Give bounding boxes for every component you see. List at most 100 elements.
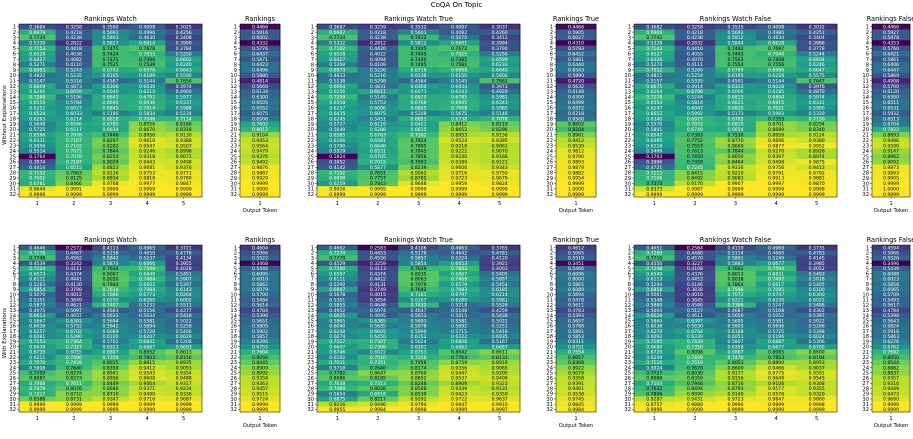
cell-value-label: 0.2822 — [66, 41, 82, 47]
cell-value-label: 1.0000 — [883, 187, 899, 193]
cell-value-label: 0.7593 — [410, 160, 426, 166]
y-tick-label: 32 — [9, 407, 16, 413]
cell-value-label: 0.7806 — [646, 391, 662, 397]
y-tick-label: 9 — [13, 68, 16, 74]
y-tick-label: 15 — [546, 318, 553, 324]
heatmap-cell — [165, 159, 203, 165]
heatmap-cell — [165, 142, 203, 149]
y-tick-label: 17 — [9, 329, 16, 335]
y-tick-label: 19 — [9, 122, 16, 128]
heatmap-cell — [715, 186, 757, 192]
heatmap-cell — [19, 375, 56, 382]
x-tick-label: 1 — [574, 201, 577, 207]
heatmap-cell — [556, 281, 597, 288]
cell-value-label: 0.3849 — [66, 297, 82, 303]
heatmap-cell — [634, 250, 675, 256]
heatmap-cell — [317, 72, 358, 79]
heatmap-cell — [357, 148, 399, 155]
y-tick-label: 4 — [13, 41, 17, 47]
cell-value-label: 0.9999 — [252, 181, 268, 187]
y-tick-label: 7 — [550, 277, 553, 283]
cell-value-label: 0.6243 — [451, 89, 467, 95]
heatmap-cell — [479, 396, 521, 402]
cell-value-label: 0.9756 — [768, 165, 784, 171]
cell-value-label: 0.6311 — [568, 339, 584, 345]
x-tick-label: 1 — [336, 416, 339, 422]
cell-value-label: 0.6659 — [66, 89, 82, 95]
panel-title: Rankings False — [867, 236, 913, 244]
heatmap-cell — [128, 153, 166, 160]
cell-value-label: 0.6604 — [809, 57, 825, 63]
cell-value-label: 0.9443 — [139, 160, 155, 166]
heatmap-cell — [438, 391, 480, 397]
cell-value-label: 0.9790 — [568, 154, 584, 160]
y-tick-label: 11 — [230, 298, 237, 304]
heatmap-cell — [438, 78, 480, 84]
heatmap-cell — [715, 45, 757, 52]
cell-value-label: 0.6421 — [883, 51, 899, 57]
cell-value-label: 0.6095 — [252, 271, 268, 277]
heatmap-cell — [19, 88, 56, 95]
cell-value-label: 0.5992 — [687, 111, 703, 117]
cell-value-label: 0.6000 — [568, 277, 584, 283]
heatmap-cell — [398, 318, 440, 324]
heatmap-cell — [165, 354, 203, 361]
heatmap-cell — [674, 359, 716, 366]
cell-value-label: 0.6150 — [451, 73, 467, 79]
x-tick-label: 2 — [693, 416, 696, 422]
heatmap-cell — [438, 24, 480, 30]
heatmap-cell — [796, 286, 838, 293]
cell-value-label: 0.5871 — [252, 57, 268, 63]
heatmap-cell — [55, 83, 93, 90]
cell-value-label: 0.8893 — [883, 132, 899, 138]
heatmap-cell — [556, 186, 597, 192]
heatmap-cell — [872, 245, 911, 251]
heatmap-cell — [128, 302, 166, 309]
heatmap-cell — [128, 385, 166, 392]
heatmap-cell — [398, 121, 440, 128]
heatmap-cell — [165, 24, 203, 30]
cell-value-label: 0.9999 — [883, 192, 899, 198]
heatmap-cell — [556, 137, 597, 144]
cell-value-label: 0.6646 — [370, 143, 386, 149]
y-tick-label: 10 — [307, 73, 314, 79]
cell-value-label: 0.8961 — [568, 132, 584, 138]
heatmap-cell — [240, 45, 281, 52]
heatmap-cell — [128, 318, 166, 324]
cell-value-label: 0.6753 — [410, 350, 426, 356]
cell-value-label: 0.9999 — [727, 192, 743, 198]
cell-value-label: 0.5148 — [492, 111, 508, 117]
heatmap-cell — [165, 281, 203, 288]
heatmap-cell — [872, 401, 911, 408]
cell-value-label: 0.4218 — [370, 30, 386, 36]
cell-value-label: 0.7002 — [29, 176, 45, 182]
y-tick-label: 8 — [628, 282, 631, 288]
cell-value-label: 0.5156 — [139, 308, 155, 314]
heatmap-cell — [398, 94, 440, 101]
heatmap-cell — [128, 180, 166, 187]
cell-value-label: 0.4238 — [687, 35, 703, 41]
heatmap-cell — [92, 186, 130, 192]
heatmap-cell — [634, 72, 675, 79]
cell-value-label: 0.9473 — [883, 391, 899, 397]
x-tick-label: 5 — [815, 201, 818, 207]
heatmap-cell — [674, 180, 716, 187]
cell-value-label: 0.9106 — [768, 381, 784, 387]
heatmap-cell — [55, 297, 93, 303]
heatmap-cell — [317, 302, 358, 309]
cell-value-label: 0.4584 — [410, 78, 426, 84]
cell-value-label: 0.7946 — [687, 381, 703, 387]
heatmap-cell — [755, 245, 797, 251]
heatmap-cell — [634, 121, 675, 128]
heatmap-cell — [438, 169, 480, 176]
heatmap-cell — [438, 245, 480, 251]
heatmap-cell — [357, 250, 399, 256]
cell-value-label: 0.6735 — [29, 350, 45, 356]
cell-value-label: 0.6134 — [252, 89, 268, 95]
heatmap-cell — [398, 169, 440, 176]
heatmap-cell — [755, 323, 797, 329]
heatmap-cell — [357, 180, 399, 187]
cell-value-label: 0.6976 — [139, 68, 155, 74]
cell-value-label: 0.7102 — [66, 143, 82, 149]
y-tick-label: 21 — [624, 350, 631, 356]
